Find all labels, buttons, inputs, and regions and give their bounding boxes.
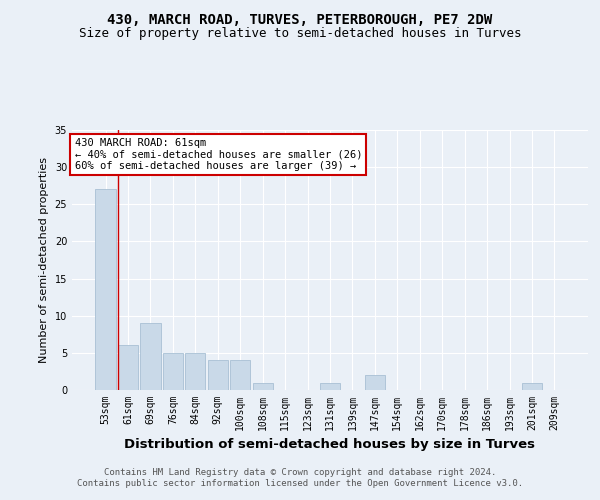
Text: 430 MARCH ROAD: 61sqm
← 40% of semi-detached houses are smaller (26)
60% of semi: 430 MARCH ROAD: 61sqm ← 40% of semi-deta…: [74, 138, 362, 171]
Y-axis label: Number of semi-detached properties: Number of semi-detached properties: [39, 157, 49, 363]
Bar: [163, 353, 183, 390]
Bar: [208, 360, 228, 390]
Text: Size of property relative to semi-detached houses in Turves: Size of property relative to semi-detach…: [79, 28, 521, 40]
Bar: [522, 382, 542, 390]
X-axis label: Distribution of semi-detached houses by size in Turves: Distribution of semi-detached houses by …: [125, 438, 536, 452]
Bar: [185, 353, 205, 390]
Bar: [118, 346, 138, 390]
Bar: [253, 382, 273, 390]
Text: 430, MARCH ROAD, TURVES, PETERBOROUGH, PE7 2DW: 430, MARCH ROAD, TURVES, PETERBOROUGH, P…: [107, 12, 493, 26]
Bar: [365, 375, 385, 390]
Bar: [320, 382, 340, 390]
Bar: [230, 360, 250, 390]
Bar: [95, 190, 116, 390]
Bar: [140, 323, 161, 390]
Text: Contains HM Land Registry data © Crown copyright and database right 2024.
Contai: Contains HM Land Registry data © Crown c…: [77, 468, 523, 487]
